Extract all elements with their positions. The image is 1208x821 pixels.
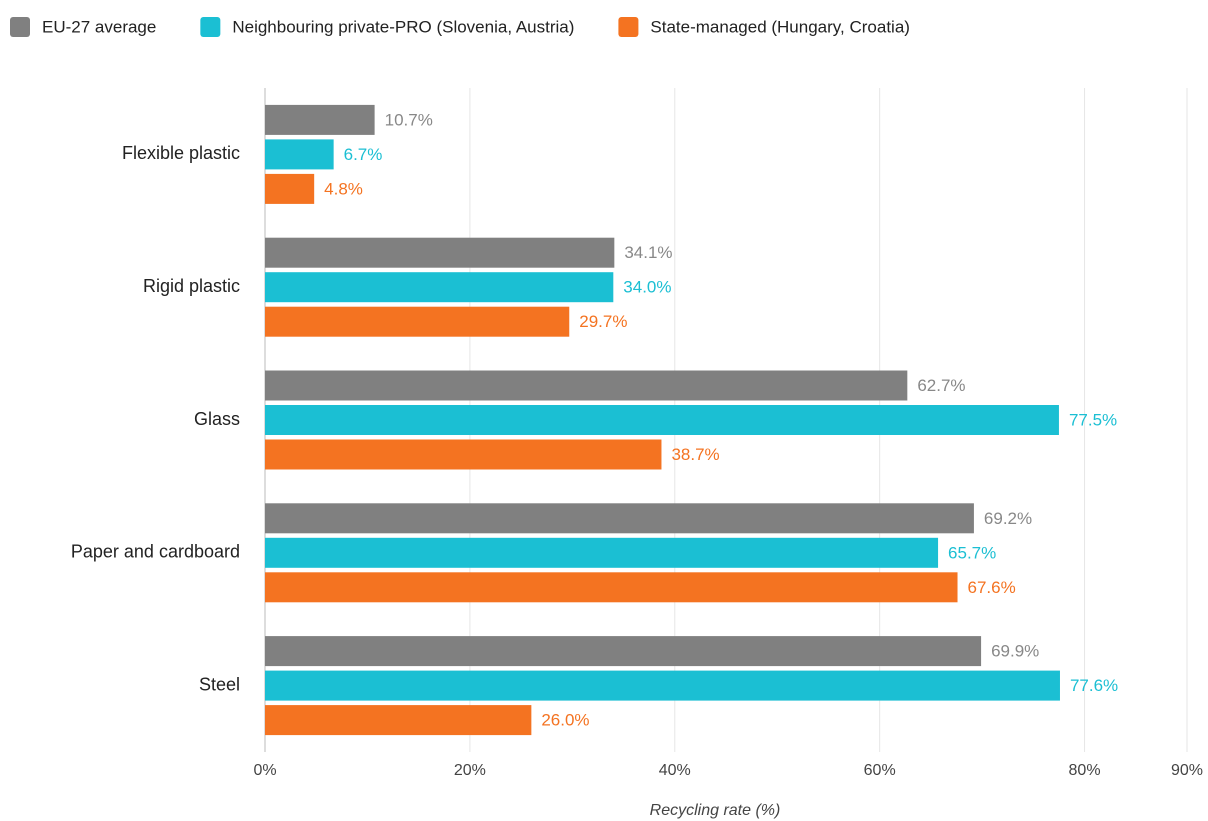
bar bbox=[265, 173, 315, 204]
x-axis-label: Recycling rate (%) bbox=[650, 802, 781, 819]
bar bbox=[265, 537, 939, 568]
bar bbox=[265, 405, 1059, 435]
x-tick-label: 90% bbox=[1171, 762, 1203, 779]
bar bbox=[265, 670, 1060, 701]
bar bbox=[265, 306, 570, 337]
bar bbox=[265, 237, 615, 268]
bar bbox=[265, 439, 662, 470]
value-label: 67.6% bbox=[968, 578, 1016, 597]
value-label: 34.0% bbox=[623, 278, 671, 297]
category-label: Paper and cardboard bbox=[71, 542, 240, 562]
bar bbox=[265, 636, 982, 667]
legend-swatch bbox=[618, 17, 639, 37]
value-label: 26.0% bbox=[541, 711, 589, 730]
legend-swatch bbox=[200, 17, 221, 37]
x-tick-label: 60% bbox=[864, 762, 896, 779]
category-label: Rigid plastic bbox=[143, 276, 240, 296]
x-tick-label: 40% bbox=[659, 762, 691, 779]
bar bbox=[265, 503, 974, 534]
bar bbox=[265, 104, 375, 135]
category-label: Glass bbox=[194, 409, 240, 429]
bar bbox=[265, 370, 908, 401]
legend-label: EU-27 average bbox=[42, 17, 156, 36]
category-label: Steel bbox=[199, 674, 240, 694]
value-label: 10.7% bbox=[385, 110, 433, 129]
legend-label: Neighbouring private-PRO (Slovenia, Aust… bbox=[232, 17, 574, 36]
value-label: 69.9% bbox=[991, 642, 1039, 661]
value-label: 77.5% bbox=[1069, 410, 1117, 429]
value-label: 65.7% bbox=[948, 543, 996, 562]
bar bbox=[265, 272, 614, 303]
x-tick-label: 20% bbox=[454, 762, 486, 779]
value-label: 38.7% bbox=[671, 445, 719, 464]
value-label: 62.7% bbox=[917, 376, 965, 395]
category-label: Flexible plastic bbox=[122, 143, 240, 163]
value-label: 34.1% bbox=[624, 243, 672, 262]
value-label: 6.7% bbox=[344, 145, 383, 164]
x-tick-label: 80% bbox=[1069, 762, 1101, 779]
bar bbox=[265, 705, 532, 736]
value-label: 4.8% bbox=[324, 179, 363, 198]
x-tick-label: 0% bbox=[253, 762, 276, 779]
legend-swatch bbox=[10, 17, 30, 37]
value-label: 29.7% bbox=[579, 312, 627, 331]
legend-label: State-managed (Hungary, Croatia) bbox=[650, 17, 910, 36]
value-label: 69.2% bbox=[984, 509, 1032, 528]
bar bbox=[265, 139, 334, 170]
value-label: 77.6% bbox=[1070, 676, 1118, 695]
bar bbox=[265, 572, 958, 603]
